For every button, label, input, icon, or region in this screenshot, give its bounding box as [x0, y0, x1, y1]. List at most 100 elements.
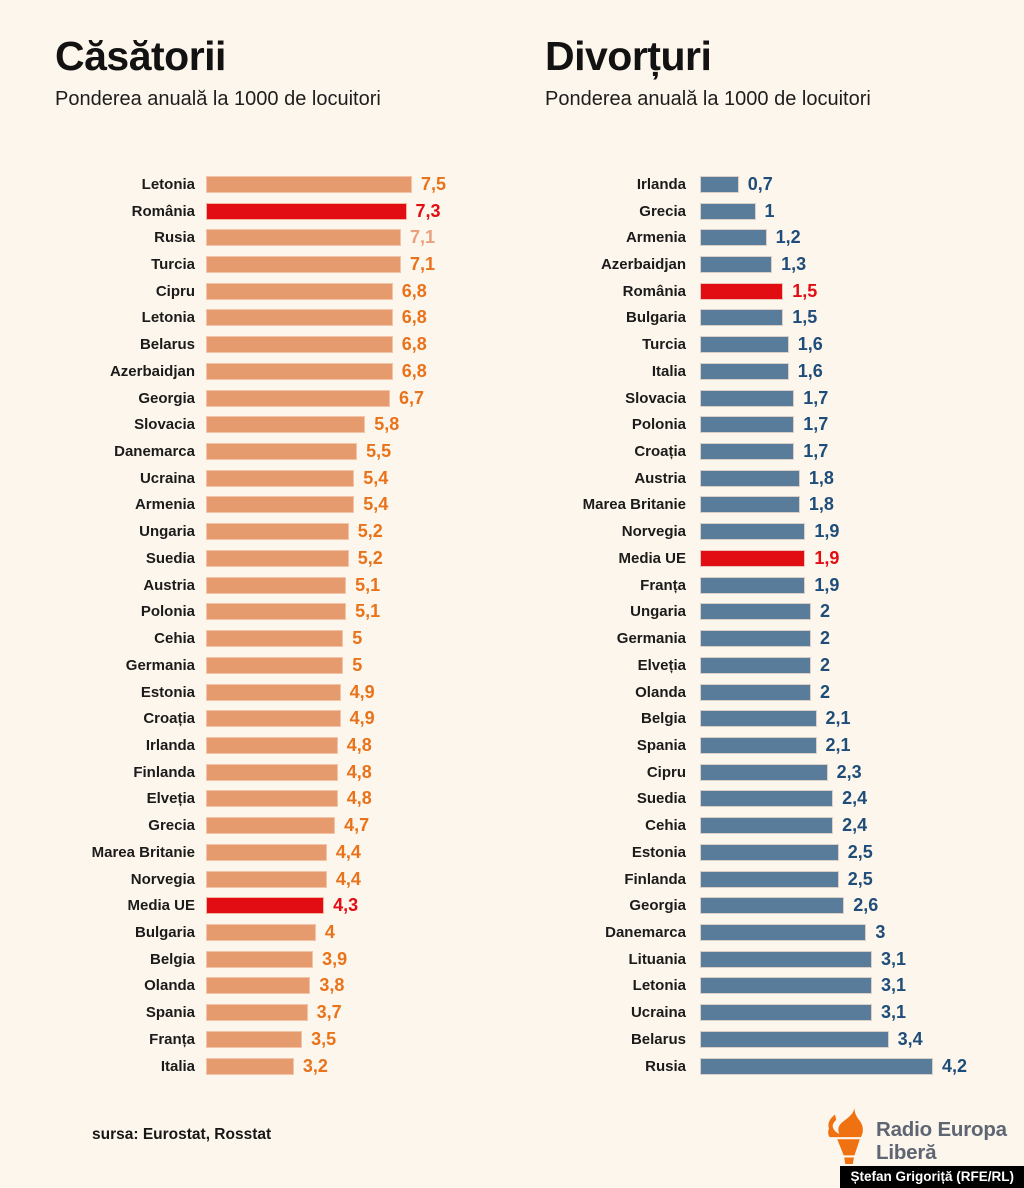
country-label: Cehia — [154, 630, 195, 648]
bar — [206, 416, 366, 434]
chart-row: Slovacia 1,7 — [540, 385, 1010, 412]
value-label: 1,8 — [808, 467, 834, 488]
chart-row: România 1,5 — [540, 278, 1010, 305]
value-label: 7,1 — [410, 227, 436, 248]
chart-row: Bulgaria 4 — [55, 919, 495, 946]
value-label: 6,8 — [401, 360, 427, 381]
country-label: Georgia — [138, 389, 195, 407]
chart-row: Germania 5 — [55, 652, 495, 679]
bar — [206, 523, 349, 541]
country-label: Slovacia — [134, 416, 195, 434]
value-label: 2 — [820, 601, 831, 622]
value-label: 1,7 — [803, 387, 829, 408]
bar — [206, 1030, 303, 1048]
bar — [700, 977, 872, 995]
highlighted-bar — [206, 202, 407, 220]
value-label: 2 — [820, 654, 831, 675]
bar — [700, 229, 767, 247]
value-label: 2,4 — [842, 788, 868, 809]
bar — [206, 496, 355, 514]
bar — [700, 1004, 872, 1022]
value-label: 4,7 — [344, 815, 370, 836]
chart-row: Polonia 5,1 — [55, 599, 495, 626]
chart-row: Georgia 2,6 — [540, 892, 1010, 919]
country-label: Norvegia — [130, 870, 195, 888]
bar — [700, 496, 800, 514]
chart-row: Azerbaidjan 1,3 — [540, 251, 1010, 278]
country-label: Marea Britanie — [582, 496, 686, 514]
chart-row: Croația 1,7 — [540, 438, 1010, 465]
value-label: 4,8 — [346, 761, 372, 782]
marriages-subtitle: Ponderea anuală la 1000 de locuitori — [55, 88, 381, 111]
chart-row: Ucraina 5,4 — [55, 465, 495, 492]
bar — [700, 843, 839, 861]
chart-row: Olanda 2 — [540, 679, 1010, 706]
chart-row: Elveția 4,8 — [55, 786, 495, 813]
country-label: România — [131, 202, 195, 220]
bar — [700, 763, 828, 781]
torch-icon — [828, 1108, 863, 1164]
value-label: 5,2 — [357, 547, 383, 568]
bar — [206, 817, 336, 835]
chart-row: Croația 4,9 — [55, 705, 495, 732]
chart-row: Letonia 3,1 — [540, 973, 1010, 1000]
chart-row: Danemarca 5,5 — [55, 438, 495, 465]
country-label: Danemarca — [114, 443, 195, 461]
country-label: Germania — [616, 630, 686, 648]
chart-row: Ungaria 2 — [540, 599, 1010, 626]
value-label: 3,8 — [319, 975, 345, 996]
value-label: 1,8 — [808, 494, 834, 515]
value-label: 5,8 — [374, 414, 400, 435]
value-label: 1,5 — [792, 307, 818, 328]
country-label: Azerbaidjan — [109, 362, 195, 380]
bar — [700, 710, 817, 728]
value-label: 5,2 — [357, 521, 383, 542]
country-label: Polonia — [140, 603, 195, 621]
country-label: Georgia — [629, 897, 686, 915]
country-label: Letonia — [141, 309, 195, 327]
value-label: 3,5 — [311, 1028, 337, 1049]
value-label: 2,3 — [836, 761, 862, 782]
chart-row: Slovacia 5,8 — [55, 411, 495, 438]
value-label: 5 — [352, 654, 363, 675]
country-label: Finlanda — [624, 870, 686, 888]
bar — [206, 683, 341, 701]
country-label: România — [622, 282, 686, 300]
country-label: Marea Britanie — [91, 843, 195, 861]
value-label: 1,3 — [781, 254, 807, 275]
chart-row: România 7,3 — [55, 198, 495, 225]
chart-row: Spania 2,1 — [540, 732, 1010, 759]
country-label: Cipru — [155, 282, 195, 300]
chart-row: Rusia 7,1 — [55, 224, 495, 251]
bar — [206, 763, 338, 781]
chart-row: Ungaria 5,2 — [55, 518, 495, 545]
bar — [700, 443, 795, 461]
chart-row: Turcia 7,1 — [55, 251, 495, 278]
value-label: 1,7 — [803, 441, 829, 462]
value-label: 1,5 — [792, 280, 818, 301]
country-label: Croația — [143, 710, 195, 728]
bar — [700, 603, 811, 621]
value-label: 7,3 — [415, 200, 441, 221]
bar — [206, 282, 393, 300]
country-label: Olanda — [144, 977, 195, 995]
chart-row: Lituania 3,1 — [540, 946, 1010, 973]
bar — [700, 576, 806, 594]
country-label: Irlanda — [636, 175, 686, 193]
country-label: Finlanda — [133, 763, 195, 781]
chart-row: Olanda 3,8 — [55, 973, 495, 1000]
chart-row: Elveția 2 — [540, 652, 1010, 679]
value-label: 3,1 — [881, 1002, 907, 1023]
chart-row: Armenia 5,4 — [55, 492, 495, 519]
country-label: Bulgaria — [625, 309, 686, 327]
country-label: Ungaria — [630, 603, 686, 621]
value-label: 4,9 — [349, 708, 375, 729]
bar — [206, 362, 393, 380]
value-label: 4,8 — [346, 788, 372, 809]
country-label: Armenia — [134, 496, 195, 514]
chart-row: Belarus 6,8 — [55, 331, 495, 358]
chart-row: Irlanda 0,7 — [540, 171, 1010, 198]
chart-row: Spania 3,7 — [55, 999, 495, 1026]
value-label: 4,4 — [335, 841, 361, 862]
country-label: Ucraina — [139, 469, 195, 487]
